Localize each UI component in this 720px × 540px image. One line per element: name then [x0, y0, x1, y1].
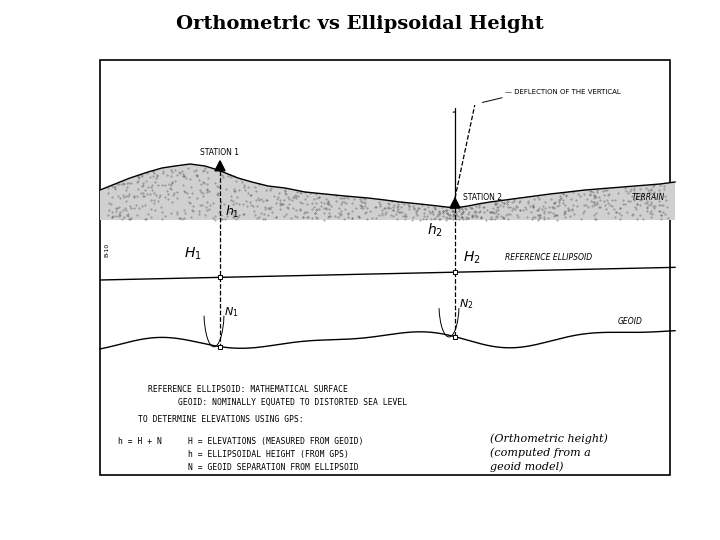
Text: B-10: B-10 [104, 243, 109, 257]
Polygon shape [215, 161, 225, 171]
Text: h = H + N: h = H + N [118, 437, 162, 446]
Bar [453, 335, 457, 339]
Text: $h_2$: $h_2$ [427, 221, 443, 239]
Text: (Orthometric height)
(computed from a
geoid model): (Orthometric height) (computed from a ge… [490, 433, 608, 471]
Text: $N_2$: $N_2$ [459, 298, 474, 312]
Polygon shape [100, 164, 675, 220]
Text: Orthometric vs Ellipsoidal Height: Orthometric vs Ellipsoidal Height [176, 15, 544, 33]
Bar [218, 275, 222, 279]
Text: REFERENCE ELLIPSOID: REFERENCE ELLIPSOID [505, 253, 592, 262]
Text: H = ELEVATIONS (MEASURED FROM GEOID): H = ELEVATIONS (MEASURED FROM GEOID) [188, 437, 364, 446]
Bar [100, 60, 670, 475]
Text: N = GEOID SEPARATION FROM ELLIPSOID: N = GEOID SEPARATION FROM ELLIPSOID [188, 463, 359, 472]
Text: $N_1$: $N_1$ [224, 305, 238, 319]
Text: STATION 1: STATION 1 [200, 148, 240, 157]
Text: h = ELLIPSOIDAL HEIGHT (FROM GPS): h = ELLIPSOIDAL HEIGHT (FROM GPS) [188, 450, 349, 459]
Text: GEOID: NOMINALLY EQUATED TO DISTORTED SEA LEVEL: GEOID: NOMINALLY EQUATED TO DISTORTED SE… [178, 398, 407, 407]
Text: TERRAIN: TERRAIN [631, 193, 665, 202]
Text: $H_2$: $H_2$ [463, 249, 481, 266]
Text: GEOID: GEOID [618, 318, 643, 327]
Bar [218, 345, 222, 349]
Text: $h_1$: $h_1$ [225, 204, 240, 220]
Text: TO DETERMINE ELEVATIONS USING GPS:: TO DETERMINE ELEVATIONS USING GPS: [138, 415, 304, 424]
Text: — DEFLECTION OF THE VERTICAL: — DEFLECTION OF THE VERTICAL [505, 89, 621, 95]
Text: STATION 2: STATION 2 [463, 193, 502, 202]
Text: $H_1$: $H_1$ [184, 246, 202, 262]
Text: REFERENCE ELLIPSOID: MATHEMATICAL SURFACE: REFERENCE ELLIPSOID: MATHEMATICAL SURFAC… [148, 385, 348, 394]
Polygon shape [450, 198, 460, 208]
Bar [453, 270, 457, 274]
